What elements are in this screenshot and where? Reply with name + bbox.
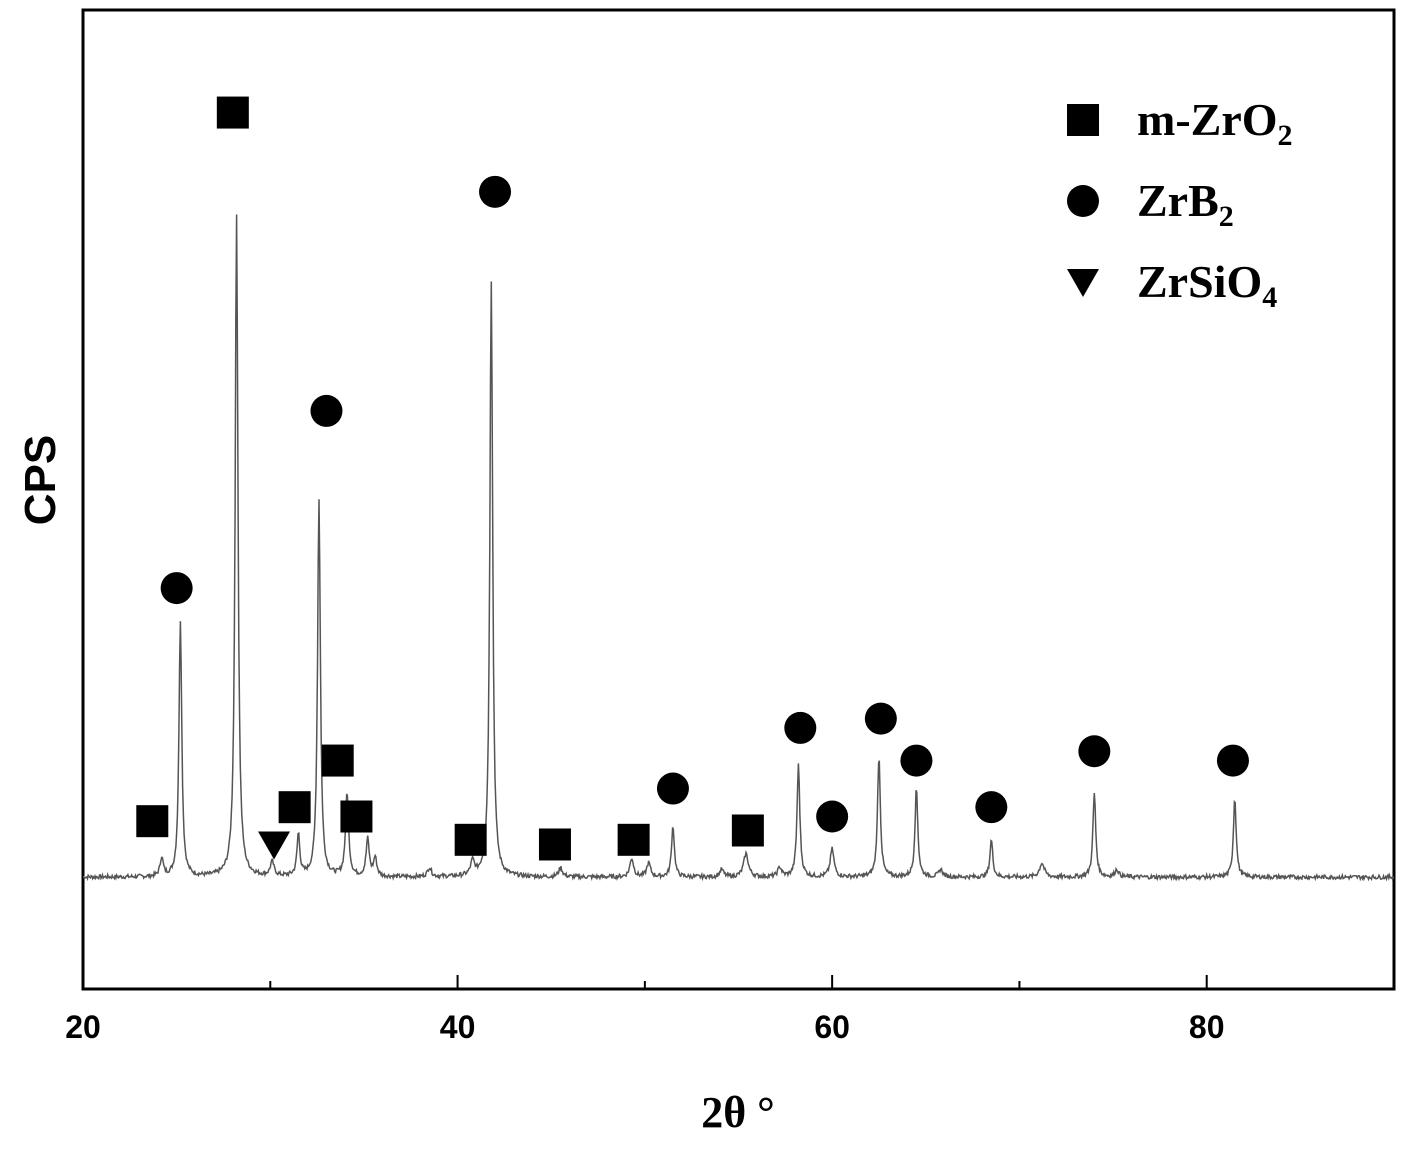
legend-label: ZrB2 [1137,175,1234,233]
legend-entry: m-ZrO2 [1067,94,1293,152]
legend-circle-marker [1067,185,1099,217]
x-tick-label: 80 [1189,1009,1225,1045]
circle-marker [310,394,343,427]
x-axis-label: 2θ ° [701,1088,775,1137]
x-ticks [82,975,1395,989]
circle-marker [1216,744,1249,777]
circle-marker [656,772,689,805]
square-marker [454,823,487,856]
legend: m-ZrO2 ZrB2 ZrSiO4 [1067,94,1293,314]
y-axis-label: CPS [16,435,65,525]
circle-marker [479,175,512,208]
circle-marker [1078,735,1111,768]
square-marker [216,96,249,129]
legend-label: ZrSiO4 [1137,256,1277,314]
square-marker [321,744,354,777]
circle-marker [864,702,897,735]
square-marker [617,823,650,856]
legend-square-marker [1067,104,1099,136]
square-marker [136,805,169,838]
circle-marker [816,800,849,833]
circle-marker [160,572,193,605]
plot-frame [81,8,1396,991]
square-marker [278,791,311,824]
x-tick-labels: 20 40 60 80 [65,1009,1224,1045]
legend-triangle-marker [1067,269,1099,297]
legend-entry: ZrB2 [1067,175,1234,233]
x-tick-label: 40 [440,1009,476,1045]
circle-marker [784,711,817,744]
circle-marker [975,791,1008,824]
square-marker [731,814,764,847]
phase-markers [136,96,1249,861]
triangle-marker [258,831,291,860]
x-tick-label: 60 [814,1009,850,1045]
legend-label: m-ZrO2 [1137,94,1293,152]
square-marker [538,828,571,861]
circle-marker [900,744,933,777]
x-tick-label: 20 [65,1009,101,1045]
legend-entry: ZrSiO4 [1067,256,1277,314]
square-marker [340,800,373,833]
xrd-pattern-line [82,214,1395,882]
